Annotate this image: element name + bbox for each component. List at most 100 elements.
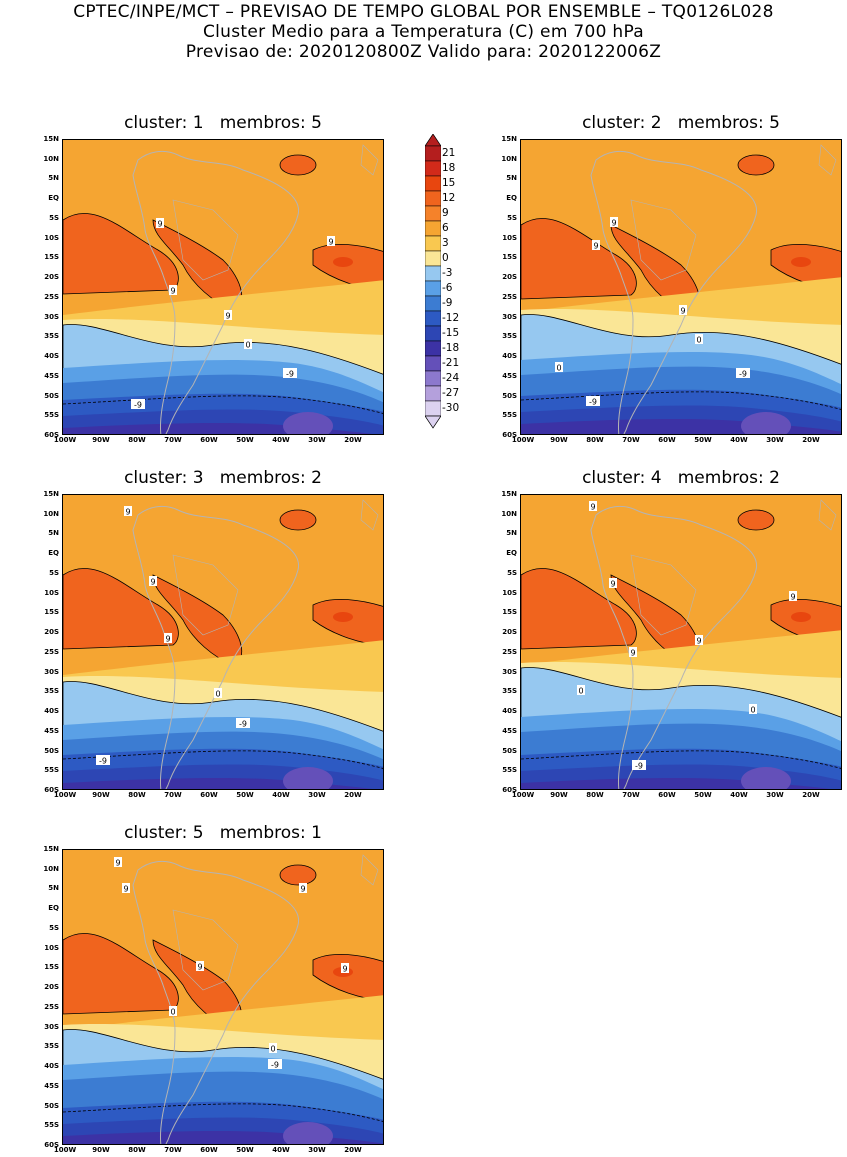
lon-tick-label: 50W xyxy=(236,1146,254,1154)
lat-tick-label: 60S xyxy=(502,431,517,439)
contour-label: 9 xyxy=(610,217,618,228)
contour-label: -9 xyxy=(268,1059,282,1070)
contour-label: 9 xyxy=(341,963,349,974)
map-panel-3: 9 9 9 0 -9 -9 xyxy=(62,494,384,790)
lon-tick-label: 40W xyxy=(272,791,290,799)
svg-text:9: 9 xyxy=(123,885,128,894)
contour-label: 9 xyxy=(695,635,703,646)
lat-tick-label: 5S xyxy=(49,923,59,932)
colorbar-swatch xyxy=(425,220,441,237)
colorbar-swatch xyxy=(425,370,441,387)
colorbar-label: 6 xyxy=(442,222,449,234)
svg-text:9: 9 xyxy=(115,859,120,868)
subtitle-dates: Previsao de: 2020120800Z Valido para: 20… xyxy=(185,42,662,62)
lat-tick-label: 45S xyxy=(44,1081,59,1090)
lon-tick-label: 80W xyxy=(128,1146,146,1154)
svg-text:-9: -9 xyxy=(589,398,597,407)
contour-label: -9 xyxy=(586,396,600,407)
lon-tick-label: 60W xyxy=(200,1146,218,1154)
colorbar-swatch xyxy=(425,340,441,357)
svg-text:9: 9 xyxy=(342,965,347,974)
lat-tick-label: 10S xyxy=(44,233,59,242)
lat-tick-label: 40S xyxy=(502,707,517,716)
lon-tick-label: 30W xyxy=(308,436,326,444)
lat-tick-label: 50S xyxy=(502,746,517,755)
lon-tick-label: 20W xyxy=(802,436,820,444)
lat-tick-label: 30S xyxy=(502,312,517,321)
lat-tick-label: 10S xyxy=(502,233,517,242)
lat-tick-label: 40S xyxy=(44,352,59,361)
colorbar-label: 3 xyxy=(442,237,449,249)
lat-tick-label: 50S xyxy=(44,1101,59,1110)
panel-title-1: cluster: 1 membros: 5 xyxy=(124,113,322,133)
svg-text:9: 9 xyxy=(630,649,635,658)
svg-text:9: 9 xyxy=(157,220,162,229)
lat-tick-label: 50S xyxy=(44,391,59,400)
lat-tick-label: 50S xyxy=(44,746,59,755)
lat-tick-label: 60S xyxy=(44,431,59,439)
colorbar-label: -3 xyxy=(442,267,453,279)
colorbar-label: 12 xyxy=(442,192,456,204)
colorbar-swatch xyxy=(425,175,441,192)
lat-tick-label: 15S xyxy=(502,608,517,617)
lat-tick-label: 40S xyxy=(502,352,517,361)
svg-text:9: 9 xyxy=(170,287,175,296)
main-title: CPTEC/INPE/MCT – PREVISAO DE TEMPO GLOBA… xyxy=(73,2,774,22)
lat-tick-label: 55S xyxy=(44,1121,59,1130)
lat-tick-label: 5N xyxy=(506,529,517,538)
contour-label: -9 xyxy=(131,399,145,410)
lon-tick-label: 20W xyxy=(802,791,820,799)
lat-tick-label: 5N xyxy=(48,174,59,183)
lat-tick-label: 60S xyxy=(44,1141,59,1149)
svg-text:9: 9 xyxy=(611,219,616,228)
colorbar-swatch xyxy=(425,205,441,222)
lon-tick-label: 40W xyxy=(730,791,748,799)
svg-text:9: 9 xyxy=(150,578,155,587)
lat-tick-label: 15N xyxy=(43,135,59,143)
contour-label: -9 xyxy=(736,368,750,379)
map-panel-2: 9 9 9 0 0 -9 -9 xyxy=(520,139,842,435)
svg-text:9: 9 xyxy=(328,238,333,247)
svg-text:9: 9 xyxy=(610,580,615,589)
contour-label: 0 xyxy=(269,1043,277,1054)
svg-text:9: 9 xyxy=(197,963,202,972)
lat-tick-label: 45S xyxy=(502,726,517,735)
contour-label: 0 xyxy=(695,334,703,345)
colorbar-swatch xyxy=(425,280,441,297)
contour-label: -9 xyxy=(96,755,110,766)
contour-label: 0 xyxy=(555,362,563,373)
svg-text:-9: -9 xyxy=(134,401,142,410)
lon-tick-label: 30W xyxy=(766,791,784,799)
lat-tick-label: 35S xyxy=(44,1042,59,1051)
contour-label: 0 xyxy=(749,704,757,715)
lat-tick-label: 30S xyxy=(44,1022,59,1031)
svg-text:-9: -9 xyxy=(99,757,107,766)
lat-tick-label: 20S xyxy=(44,628,59,637)
svg-text:9: 9 xyxy=(680,307,685,316)
lat-tick-label: 30S xyxy=(44,312,59,321)
panel-title-5: cluster: 5 membros: 1 xyxy=(124,823,322,843)
lon-tick-label: 90W xyxy=(92,436,110,444)
lat-tick-label: 10N xyxy=(43,509,59,518)
map-panel-5: 9 9 9 9 9 0 0 -9 xyxy=(62,849,384,1145)
colorbar-swatch xyxy=(425,145,441,162)
svg-text:9: 9 xyxy=(300,885,305,894)
lon-tick-label: 50W xyxy=(694,791,712,799)
lon-tick-label: 30W xyxy=(308,1146,326,1154)
colorbar-swatch xyxy=(425,295,441,312)
lat-tick-label: 10S xyxy=(502,588,517,597)
lat-tick-label: 35S xyxy=(44,332,59,341)
lat-tick-label: EQ xyxy=(506,549,517,558)
contour-label: 0 xyxy=(577,685,585,696)
colorbar-swatch xyxy=(425,385,441,402)
subtitle-variable: Cluster Medio para a Temperatura (C) em … xyxy=(202,22,645,42)
colorbar-label: -15 xyxy=(442,327,460,339)
lat-tick-label: 50S xyxy=(502,391,517,400)
lat-tick-label: 15N xyxy=(501,135,517,143)
contour-label: 9 xyxy=(149,576,157,587)
colorbar-label: -27 xyxy=(442,387,460,399)
lon-tick-label: 60W xyxy=(658,791,676,799)
lat-tick-label: 15S xyxy=(44,963,59,972)
lat-tick-label: 25S xyxy=(44,1002,59,1011)
lon-tick-label: 40W xyxy=(730,436,748,444)
